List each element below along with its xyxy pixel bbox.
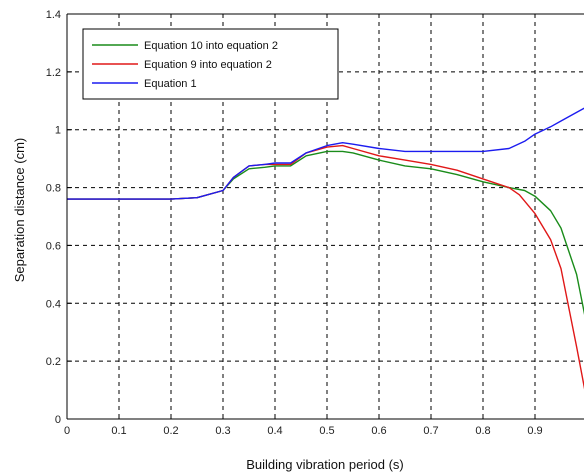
x-tick-label: 0.2 <box>163 425 178 437</box>
axes <box>66 13 584 420</box>
legend-label-1: Equation 9 into equation 2 <box>144 59 272 71</box>
y-tick-label: 0.8 <box>46 183 61 195</box>
x-tick-label: 0.4 <box>267 425 282 437</box>
x-axis-title: Building vibration period (s) <box>246 457 404 472</box>
y-tick-label: 1 <box>55 125 61 137</box>
tick-labels: 0 0.1 0.2 0.3 0.4 0.5 0.6 0.7 0.8 0.9 0 0.2 0.4 0.6 0.… <box>46 9 543 437</box>
y-tick-label: 1.4 <box>46 9 61 21</box>
x-tick-label: 0.7 <box>423 425 438 437</box>
legend-label-0: Equation 10 into equation 2 <box>144 40 278 52</box>
y-tick-label: 0.4 <box>46 298 61 310</box>
y-tick-label: 1.2 <box>46 67 61 79</box>
series-layer <box>67 107 584 390</box>
series-line-2 <box>67 107 584 200</box>
y-tick-label: 0.6 <box>46 240 61 252</box>
x-tick-label: 0.6 <box>371 425 386 437</box>
x-tick-label: 0.1 <box>111 425 126 437</box>
x-tick-label: 0.5 <box>319 425 334 437</box>
legend: Equation 10 into equation 2 Equation 9 i… <box>82 28 339 100</box>
x-tick-label: 0.3 <box>215 425 230 437</box>
y-tick-label: 0.2 <box>46 356 61 368</box>
y-axis-title: Separation distance (cm) <box>12 138 27 283</box>
x-tick-label: 0.8 <box>475 425 490 437</box>
x-tick-label: 0.9 <box>527 425 542 437</box>
x-tick-label: 0 <box>64 425 70 437</box>
y-tick-label: 0 <box>55 414 61 426</box>
legend-label-2: Equation 1 <box>144 78 197 90</box>
